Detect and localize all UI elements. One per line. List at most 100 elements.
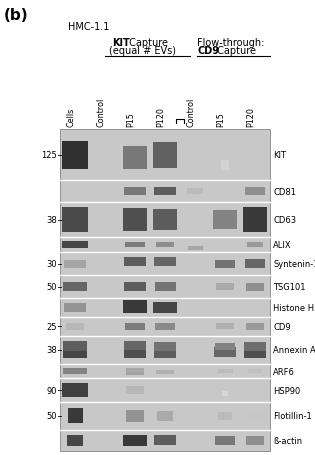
- Bar: [62, 207, 88, 233]
- Bar: [123, 208, 147, 232]
- Bar: [213, 210, 237, 230]
- Bar: [246, 283, 264, 291]
- Bar: [187, 188, 203, 195]
- Bar: [155, 323, 175, 330]
- Text: KIT: KIT: [112, 38, 130, 48]
- Bar: [154, 435, 176, 445]
- Text: CD81: CD81: [273, 187, 296, 196]
- Bar: [123, 147, 147, 169]
- Bar: [62, 141, 88, 169]
- Text: TSG101: TSG101: [273, 283, 306, 292]
- Bar: [156, 370, 174, 374]
- Text: Capture: Capture: [126, 38, 168, 48]
- Bar: [214, 348, 236, 357]
- Text: Syntenin-1: Syntenin-1: [273, 260, 315, 268]
- Text: Flotillin-1: Flotillin-1: [273, 411, 312, 420]
- Bar: [245, 188, 265, 195]
- Bar: [60, 253, 270, 276]
- Text: Control: Control: [186, 97, 195, 127]
- Text: HMC-1.1: HMC-1.1: [68, 22, 109, 32]
- Text: ALIX: ALIX: [273, 241, 292, 250]
- Text: Control: Control: [96, 97, 105, 127]
- Bar: [157, 411, 173, 421]
- Bar: [215, 343, 235, 351]
- Bar: [246, 324, 264, 330]
- Bar: [156, 243, 174, 248]
- Bar: [60, 130, 270, 181]
- Bar: [187, 246, 203, 250]
- Bar: [67, 408, 83, 424]
- Bar: [153, 209, 177, 231]
- Bar: [63, 347, 87, 359]
- Bar: [60, 317, 270, 336]
- Bar: [154, 348, 176, 358]
- Bar: [125, 323, 145, 330]
- Bar: [125, 243, 145, 248]
- Bar: [126, 410, 144, 422]
- Bar: [126, 370, 144, 375]
- Bar: [218, 412, 232, 420]
- Text: 38: 38: [46, 345, 57, 354]
- Text: (equal # EVs): (equal # EVs): [109, 46, 176, 56]
- Text: ß-actin: ß-actin: [273, 436, 302, 445]
- Bar: [217, 369, 232, 373]
- Bar: [222, 392, 228, 396]
- Text: KIT: KIT: [273, 151, 286, 160]
- Bar: [64, 260, 86, 268]
- Bar: [62, 384, 88, 397]
- Bar: [60, 181, 270, 202]
- Text: Annexin A1: Annexin A1: [273, 345, 315, 354]
- Bar: [246, 436, 264, 445]
- Bar: [215, 435, 235, 445]
- Text: Flow-through:: Flow-through:: [197, 38, 264, 48]
- Text: 90: 90: [47, 386, 57, 394]
- Text: 25: 25: [47, 322, 57, 331]
- Text: CD9: CD9: [197, 46, 219, 56]
- Bar: [60, 379, 270, 402]
- Bar: [126, 368, 144, 372]
- Text: Histone H3: Histone H3: [273, 303, 315, 312]
- Bar: [153, 142, 177, 168]
- Text: (b): (b): [4, 8, 29, 23]
- Text: CD63: CD63: [273, 216, 296, 225]
- Bar: [123, 301, 147, 313]
- Bar: [66, 324, 84, 330]
- Bar: [244, 342, 266, 351]
- Bar: [60, 202, 270, 238]
- Bar: [60, 238, 270, 253]
- Bar: [244, 348, 266, 358]
- Bar: [215, 260, 235, 268]
- Text: 38: 38: [46, 216, 57, 225]
- Bar: [124, 348, 146, 358]
- Bar: [60, 336, 270, 364]
- Text: P15: P15: [216, 112, 225, 127]
- Bar: [124, 283, 146, 292]
- Text: HSP90: HSP90: [273, 386, 300, 394]
- Bar: [216, 324, 234, 329]
- Text: 50: 50: [47, 283, 57, 292]
- Bar: [63, 341, 87, 351]
- Text: P120: P120: [246, 107, 255, 127]
- Bar: [249, 413, 261, 419]
- Bar: [154, 283, 175, 291]
- Text: 50: 50: [47, 411, 57, 420]
- Bar: [124, 257, 146, 267]
- Text: 30: 30: [46, 260, 57, 268]
- Text: Cells: Cells: [66, 107, 75, 127]
- Bar: [247, 243, 263, 248]
- Bar: [154, 343, 176, 351]
- Bar: [216, 283, 234, 290]
- Bar: [248, 369, 262, 373]
- Bar: [60, 276, 270, 298]
- Bar: [153, 302, 177, 313]
- Bar: [124, 187, 146, 196]
- Bar: [123, 435, 147, 446]
- Bar: [63, 283, 87, 292]
- Text: ARF6: ARF6: [273, 367, 295, 376]
- Bar: [62, 242, 88, 248]
- Bar: [126, 386, 144, 394]
- Bar: [60, 298, 270, 317]
- Bar: [60, 430, 270, 451]
- Text: Capture: Capture: [214, 46, 256, 56]
- Bar: [245, 260, 265, 268]
